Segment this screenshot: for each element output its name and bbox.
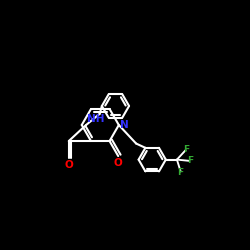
Text: O: O: [113, 158, 122, 168]
Text: F: F: [183, 145, 189, 154]
Text: O: O: [64, 160, 73, 170]
Text: F: F: [187, 156, 193, 165]
Text: F: F: [177, 168, 183, 177]
Text: NH: NH: [86, 114, 104, 124]
Text: N: N: [120, 120, 129, 130]
